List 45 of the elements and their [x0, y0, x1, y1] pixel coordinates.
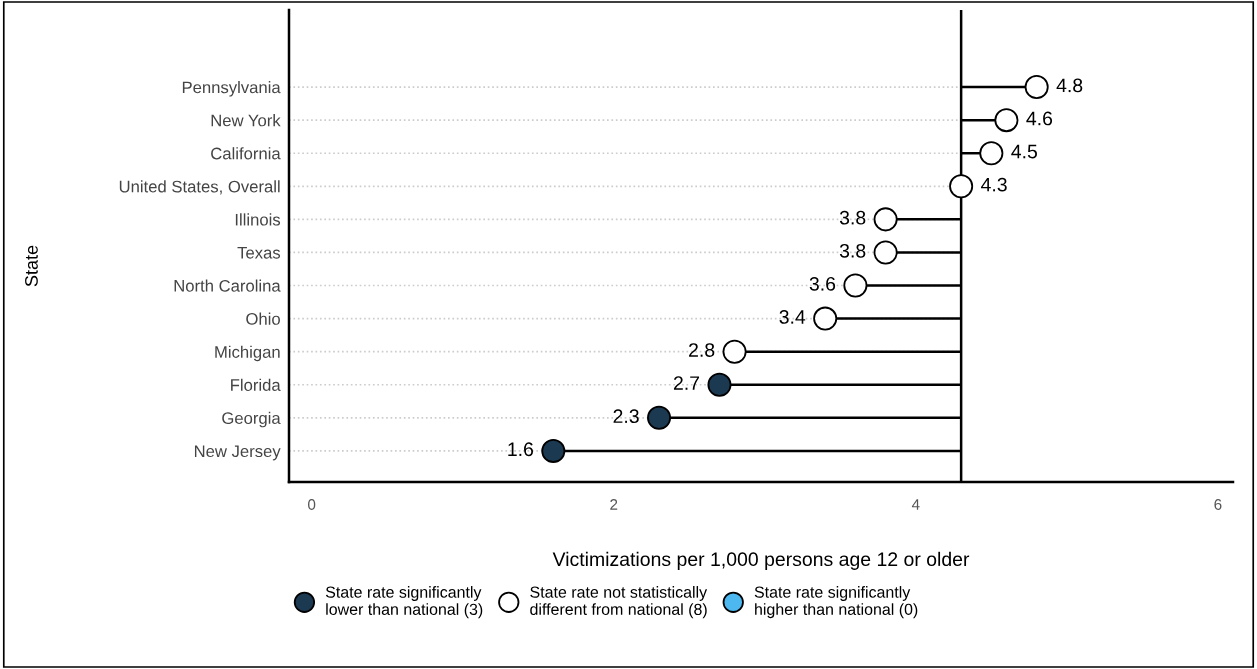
point — [813, 306, 838, 331]
point — [949, 174, 974, 199]
point — [707, 372, 732, 397]
data-label: 4.8 — [1056, 78, 1083, 93]
y-tick-label: Florida — [231, 378, 281, 391]
point — [722, 339, 747, 364]
data-label: 3.8 — [839, 210, 866, 225]
y-tick-label: Texas — [237, 247, 281, 259]
data-label: 2.3 — [613, 409, 639, 424]
point — [873, 240, 898, 265]
data-label: 4.3 — [981, 177, 1007, 192]
y-tick-label: California — [211, 147, 281, 160]
x-tick-label: 2 — [610, 499, 618, 510]
x-tick-label: 0 — [308, 499, 316, 510]
legend-label: State rate significantly lower than national (3) — [325, 586, 483, 619]
data-label: 3.8 — [839, 243, 866, 258]
legend-label: State rate not statistically different from national (8) — [530, 586, 708, 619]
y-tick-label: Pennsylvania — [182, 81, 281, 97]
legend-label: State rate significantly higher than national (0) — [754, 586, 918, 619]
y-tick-label: United States, Overall — [119, 180, 280, 195]
y-axis-title: State — [25, 245, 38, 287]
point — [541, 438, 566, 463]
y-tick-label: North Carolina — [174, 279, 281, 292]
point — [873, 207, 898, 232]
data-label: 3.6 — [809, 276, 836, 291]
y-tick-label: Michigan — [215, 345, 280, 362]
data-label: 2.7 — [673, 376, 700, 390]
y-tick-label: Ohio — [246, 312, 280, 325]
x-axis-title: Victimizations per 1,000 persons age 12 or older — [552, 551, 970, 570]
point — [994, 108, 1019, 133]
point — [647, 405, 672, 430]
data-label: 2.8 — [689, 343, 715, 357]
point — [979, 141, 1004, 166]
data-label: 1.6 — [508, 442, 534, 457]
point — [843, 273, 868, 298]
x-tick-label: 4 — [911, 499, 920, 510]
y-tick-label: New York — [211, 114, 281, 127]
data-label: 3.4 — [779, 310, 806, 324]
y-tick-label: Illinois — [235, 213, 281, 226]
x-tick-label: 6 — [1214, 499, 1222, 510]
point — [1024, 75, 1049, 100]
data-label: 4.5 — [1011, 144, 1037, 159]
y-tick-label: New Jersey — [194, 445, 281, 461]
y-tick-label: Georgia — [222, 411, 281, 428]
data-label: 4.6 — [1026, 111, 1053, 126]
